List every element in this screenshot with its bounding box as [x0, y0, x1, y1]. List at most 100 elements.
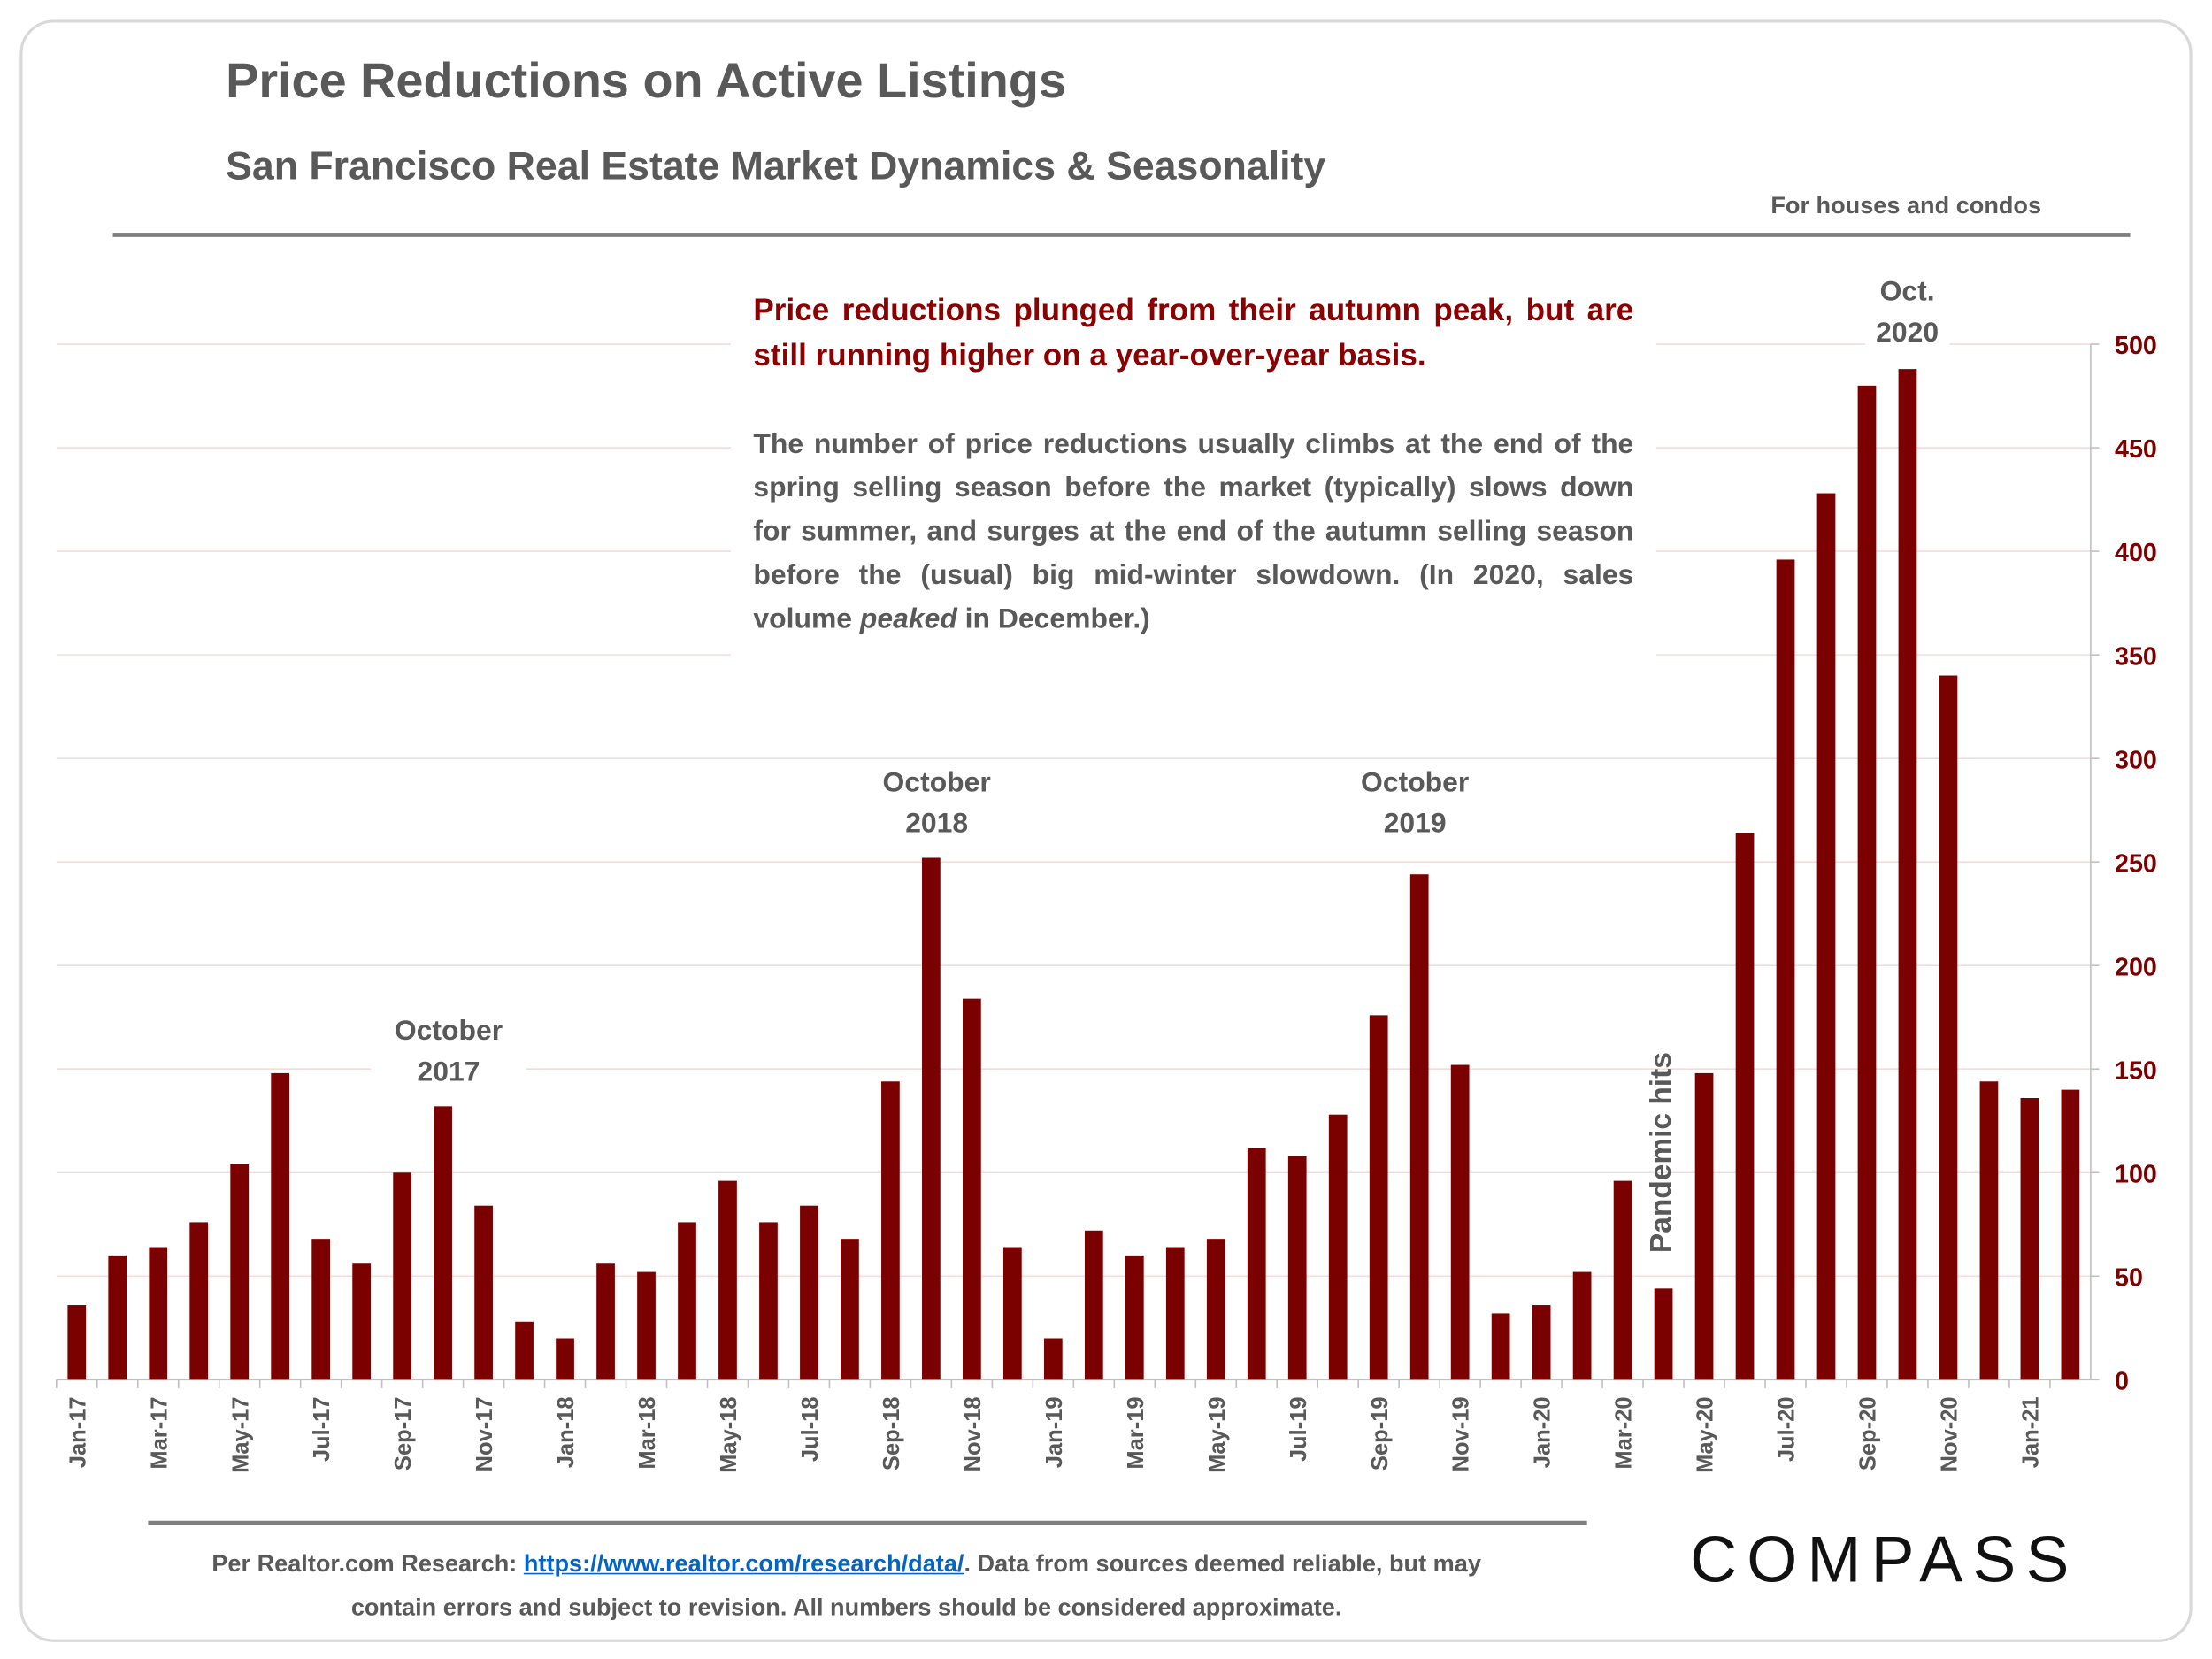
x-tick-label: Sep-19: [1368, 1396, 1393, 1471]
x-tick-label: Sep-20: [1856, 1396, 1881, 1471]
bar: [1532, 1305, 1551, 1380]
bar: [352, 1263, 372, 1380]
x-tick-label: Jan-17: [65, 1396, 90, 1468]
y-tick-label: 50: [2115, 1263, 2143, 1292]
bar: [474, 1205, 493, 1380]
bar: [1979, 1081, 1999, 1380]
bar: [1125, 1255, 1144, 1380]
bar: [1165, 1247, 1185, 1380]
header-rule: [112, 233, 2131, 237]
bar: [1247, 1148, 1266, 1380]
annotation: October 2019: [1337, 763, 1493, 846]
frame: [19, 19, 2193, 1642]
callout-headline: Price reductions plunged from their autu…: [753, 292, 1634, 373]
bar: [1735, 833, 1755, 1380]
footer-rule: [148, 1520, 1587, 1525]
x-tick-label: Nov-18: [961, 1396, 986, 1471]
source-link[interactable]: https://www.realtor.com/research/data/: [523, 1550, 964, 1578]
x-tick-label: Jan-20: [1531, 1396, 1555, 1468]
bar: [149, 1247, 168, 1380]
bar: [434, 1106, 452, 1380]
y-tick-label: 300: [2115, 746, 2157, 774]
x-tick-label: Jul-18: [798, 1396, 823, 1462]
callout-body: The number of price reductions usually c…: [753, 423, 1633, 641]
bar: [1776, 559, 1795, 1380]
y-tick-label: 250: [2115, 849, 2157, 878]
bar: [1409, 874, 1429, 1380]
body-text: The number of price reductions usually c…: [753, 428, 1634, 635]
x-tick-label: Jan-18: [554, 1396, 579, 1468]
x-tick-label: Sep-18: [879, 1396, 904, 1471]
bar: [2020, 1097, 2039, 1380]
x-tick-label: Mar-20: [1612, 1396, 1637, 1469]
x-tick-label: Nov-17: [472, 1396, 497, 1471]
bar: [1613, 1180, 1632, 1380]
annotation: Oct. 2020: [1864, 272, 1950, 355]
bar: [1084, 1230, 1103, 1380]
x-tick-label: Jan-19: [1042, 1396, 1067, 1468]
bar: [271, 1072, 290, 1380]
x-tick-label: Jul-20: [1775, 1396, 1800, 1462]
bar: [556, 1338, 574, 1380]
bar: [515, 1321, 534, 1380]
x-tick-label: May-18: [717, 1396, 741, 1472]
bar: [1206, 1239, 1225, 1380]
bar: [1328, 1114, 1348, 1380]
bar: [1043, 1338, 1063, 1380]
logo: COMPASS: [1690, 1522, 2079, 1596]
bar: [189, 1222, 209, 1380]
x-tick-label: May-20: [1694, 1396, 1718, 1472]
bar: [678, 1222, 696, 1380]
bar: [881, 1081, 900, 1380]
y-tick-label: 100: [2115, 1160, 2157, 1188]
bar: [2061, 1089, 2080, 1380]
bar: [1369, 1015, 1388, 1380]
bar: [1450, 1064, 1470, 1380]
bar: [1816, 493, 1836, 1380]
y-tick-label: 200: [2115, 953, 2157, 981]
y-tick-label: 350: [2115, 642, 2157, 671]
bar: [1287, 1156, 1307, 1380]
x-tick-label: Sep-17: [391, 1396, 416, 1471]
y-tick-label: 150: [2115, 1056, 2157, 1085]
bar: [230, 1164, 250, 1380]
annotation: October 2018: [858, 763, 1015, 846]
x-tick-label: Nov-20: [1938, 1396, 1962, 1471]
x-tick-label: May-19: [1205, 1396, 1230, 1472]
x-tick-label: Mar-19: [1124, 1396, 1148, 1469]
body-emphasis: peaked: [859, 603, 957, 635]
bar: [1939, 675, 1958, 1380]
subtitle: San Francisco Real Estate Market Dynamic…: [226, 143, 1326, 188]
bar: [393, 1172, 411, 1380]
y-tick-label: 0: [2115, 1367, 2129, 1395]
bar: [67, 1305, 87, 1380]
source-text: Per Realtor.com Research:: [211, 1550, 524, 1578]
bar: [718, 1180, 737, 1380]
bar: [1898, 369, 1917, 1380]
note: For houses and condos: [1770, 191, 2042, 219]
x-tick-label: Mar-18: [635, 1396, 660, 1469]
body-text: in December.): [956, 603, 1150, 635]
x-tick-label: Jul-19: [1286, 1396, 1311, 1462]
x-tick-label: Jul-17: [310, 1396, 334, 1462]
bar: [841, 1239, 859, 1380]
bar: [1491, 1313, 1510, 1380]
bar: [1572, 1271, 1592, 1380]
title: Price Reductions on Active Listings: [226, 53, 1067, 109]
bar: [963, 998, 981, 1380]
bar: [759, 1222, 778, 1380]
bar: [1654, 1288, 1673, 1380]
y-tick-label: 500: [2115, 332, 2157, 360]
bar: [108, 1255, 127, 1380]
y-tick-label: 450: [2115, 435, 2157, 464]
x-tick-label: Jan-21: [2018, 1396, 2043, 1468]
bar: [311, 1239, 331, 1380]
bar: [922, 857, 941, 1380]
bar: [596, 1263, 615, 1380]
annotation: October 2017: [371, 1011, 526, 1094]
callout: Price reductions plunged from their autu…: [730, 281, 1656, 657]
bar: [1002, 1247, 1022, 1380]
bar: [637, 1271, 656, 1380]
x-tick-label: Nov-19: [1449, 1396, 1474, 1471]
